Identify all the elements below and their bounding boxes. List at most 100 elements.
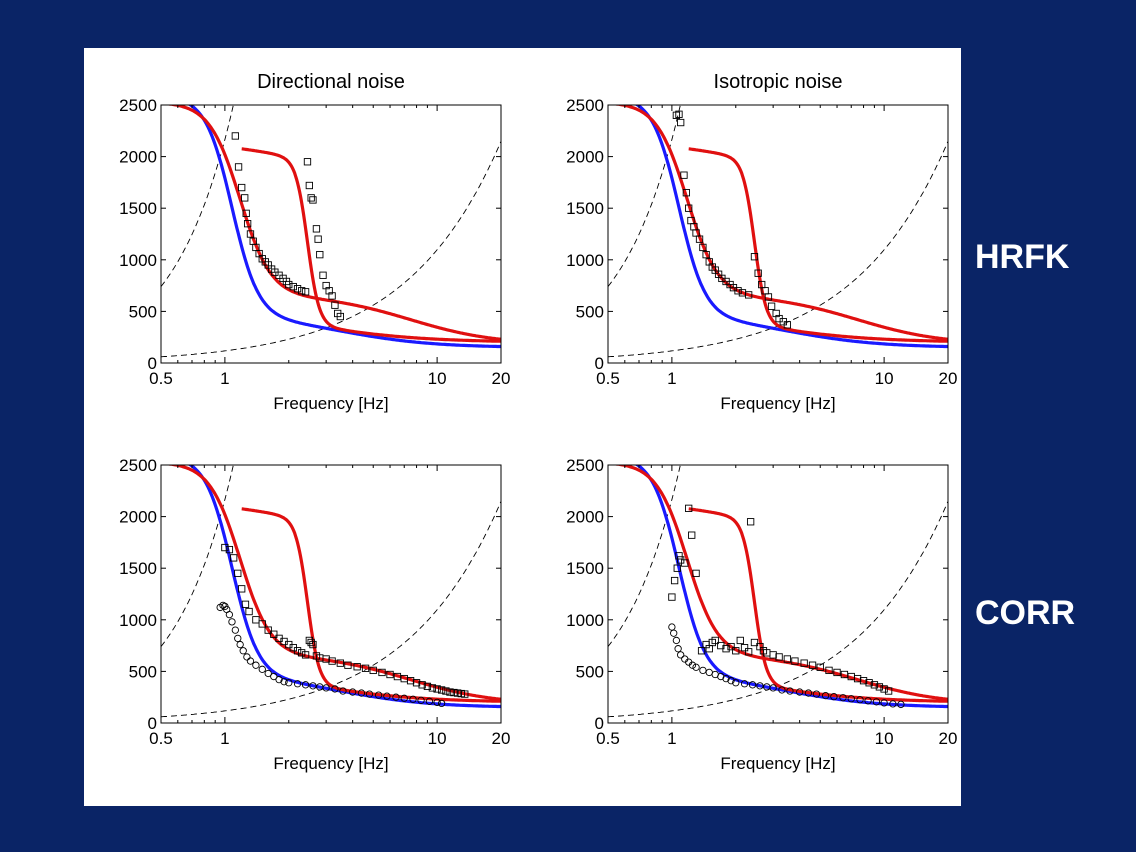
y-tick-label: 1500 <box>566 199 604 218</box>
y-tick-label: 1000 <box>566 251 604 270</box>
circle-marker <box>339 687 347 695</box>
circle-marker <box>722 674 730 683</box>
red-model-curve-2 <box>688 147 948 343</box>
axes-frame <box>607 464 949 724</box>
square-marker <box>672 111 681 119</box>
y-tick-label: 500 <box>576 662 604 681</box>
x-tick-label: 0.5 <box>596 729 620 748</box>
square-marker <box>702 250 710 259</box>
square-marker <box>293 647 302 655</box>
square-marker <box>252 616 260 624</box>
square-marker <box>309 640 317 649</box>
square-marker <box>386 670 394 679</box>
square-marker <box>344 661 352 669</box>
square-marker <box>412 679 421 687</box>
square-marker <box>312 225 321 233</box>
x-tick-label: 0.5 <box>596 369 620 388</box>
x-axis-label: Frequency [Hz] <box>720 394 835 413</box>
circle-marker <box>677 651 685 659</box>
square-marker <box>336 312 345 321</box>
circle-marker <box>727 677 735 685</box>
circle-marker <box>872 698 881 706</box>
x-tick-label: 10 <box>875 729 894 748</box>
circle-marker <box>804 689 813 697</box>
y-tick-label: 0 <box>148 714 157 733</box>
circle-marker <box>897 700 905 709</box>
square-marker <box>722 645 730 653</box>
red-model-curve <box>610 105 948 341</box>
circle-marker <box>437 699 446 708</box>
chart-panel-2: 0 500 1000 1500 2000 2500 0.5 1 10 20 Frequency [H… <box>566 71 957 413</box>
circle-marker <box>392 693 400 701</box>
circle-marker <box>425 697 434 705</box>
circle-marker <box>383 692 391 700</box>
square-marker <box>800 659 808 667</box>
circle-marker <box>309 682 317 690</box>
y-tick-label: 2000 <box>566 508 604 527</box>
plot-area <box>161 465 501 718</box>
y-tick-label: 1000 <box>119 251 157 270</box>
square-marker <box>234 569 242 578</box>
square-marker <box>736 636 744 645</box>
square-marker <box>833 668 841 677</box>
y-tick-label: 1000 <box>119 611 157 630</box>
square-marker <box>697 647 706 655</box>
y-tick-label: 500 <box>576 302 604 321</box>
square-marker <box>428 684 437 692</box>
x-tick-label: 0.5 <box>149 729 173 748</box>
plot-area <box>608 465 948 718</box>
square-marker <box>446 688 454 696</box>
square-marker <box>230 554 238 562</box>
circle-marker <box>322 684 330 692</box>
square-marker <box>859 677 868 685</box>
square-marker <box>808 661 817 669</box>
square-marker <box>316 250 324 259</box>
circle-marker <box>301 681 310 689</box>
square-marker <box>305 181 313 190</box>
circle-marker <box>239 647 247 655</box>
circle-marker <box>674 645 682 653</box>
square-marker <box>769 651 777 659</box>
chart-panel-3: 0 500 1000 1500 2000 2500 0.5 1 10 20 Frequency [H… <box>119 456 510 773</box>
square-marker <box>221 543 229 552</box>
circle-marker <box>748 681 757 689</box>
square-marker <box>238 585 246 593</box>
square-marker <box>298 649 306 657</box>
circle-marker <box>672 636 681 645</box>
red-model-curve-2 <box>241 507 501 703</box>
square-marker <box>328 657 336 665</box>
square-marker <box>437 686 446 694</box>
y-tick-label: 2500 <box>566 456 604 475</box>
square-marker <box>361 664 370 672</box>
x-tick-label: 10 <box>428 369 447 388</box>
square-marker <box>791 657 799 665</box>
square-marker <box>732 647 740 655</box>
square-marker <box>303 158 312 166</box>
x-axis-label: Frequency [Hz] <box>273 394 388 413</box>
blue-model-curve <box>187 105 501 349</box>
circle-marker <box>228 618 236 626</box>
row-label-hrfk: HRFK <box>975 238 1070 276</box>
square-marker <box>322 655 330 663</box>
circle-marker <box>688 661 697 669</box>
circle-marker <box>839 694 847 702</box>
square-marker <box>754 269 762 277</box>
circle-marker <box>225 610 234 619</box>
square-marker <box>353 663 361 671</box>
circle-marker <box>236 640 244 649</box>
square-marker <box>699 243 707 252</box>
y-tick-label: 0 <box>595 714 604 733</box>
square-marker <box>450 688 458 697</box>
dashed-curve-upper <box>161 465 234 647</box>
circle-marker <box>699 666 707 675</box>
dashed-curve-upper <box>608 465 681 647</box>
square-marker <box>442 687 450 695</box>
square-marker <box>243 220 252 228</box>
square-marker <box>301 651 310 659</box>
circle-marker <box>847 695 855 703</box>
axes-frame <box>160 104 502 364</box>
square-marker <box>319 271 327 279</box>
figure-panel: 0 500 1000 1500 2000 2500 0.5 1 10 20 Frequency [H… <box>84 48 961 806</box>
square-marker <box>673 564 681 572</box>
square-marker <box>783 655 792 663</box>
